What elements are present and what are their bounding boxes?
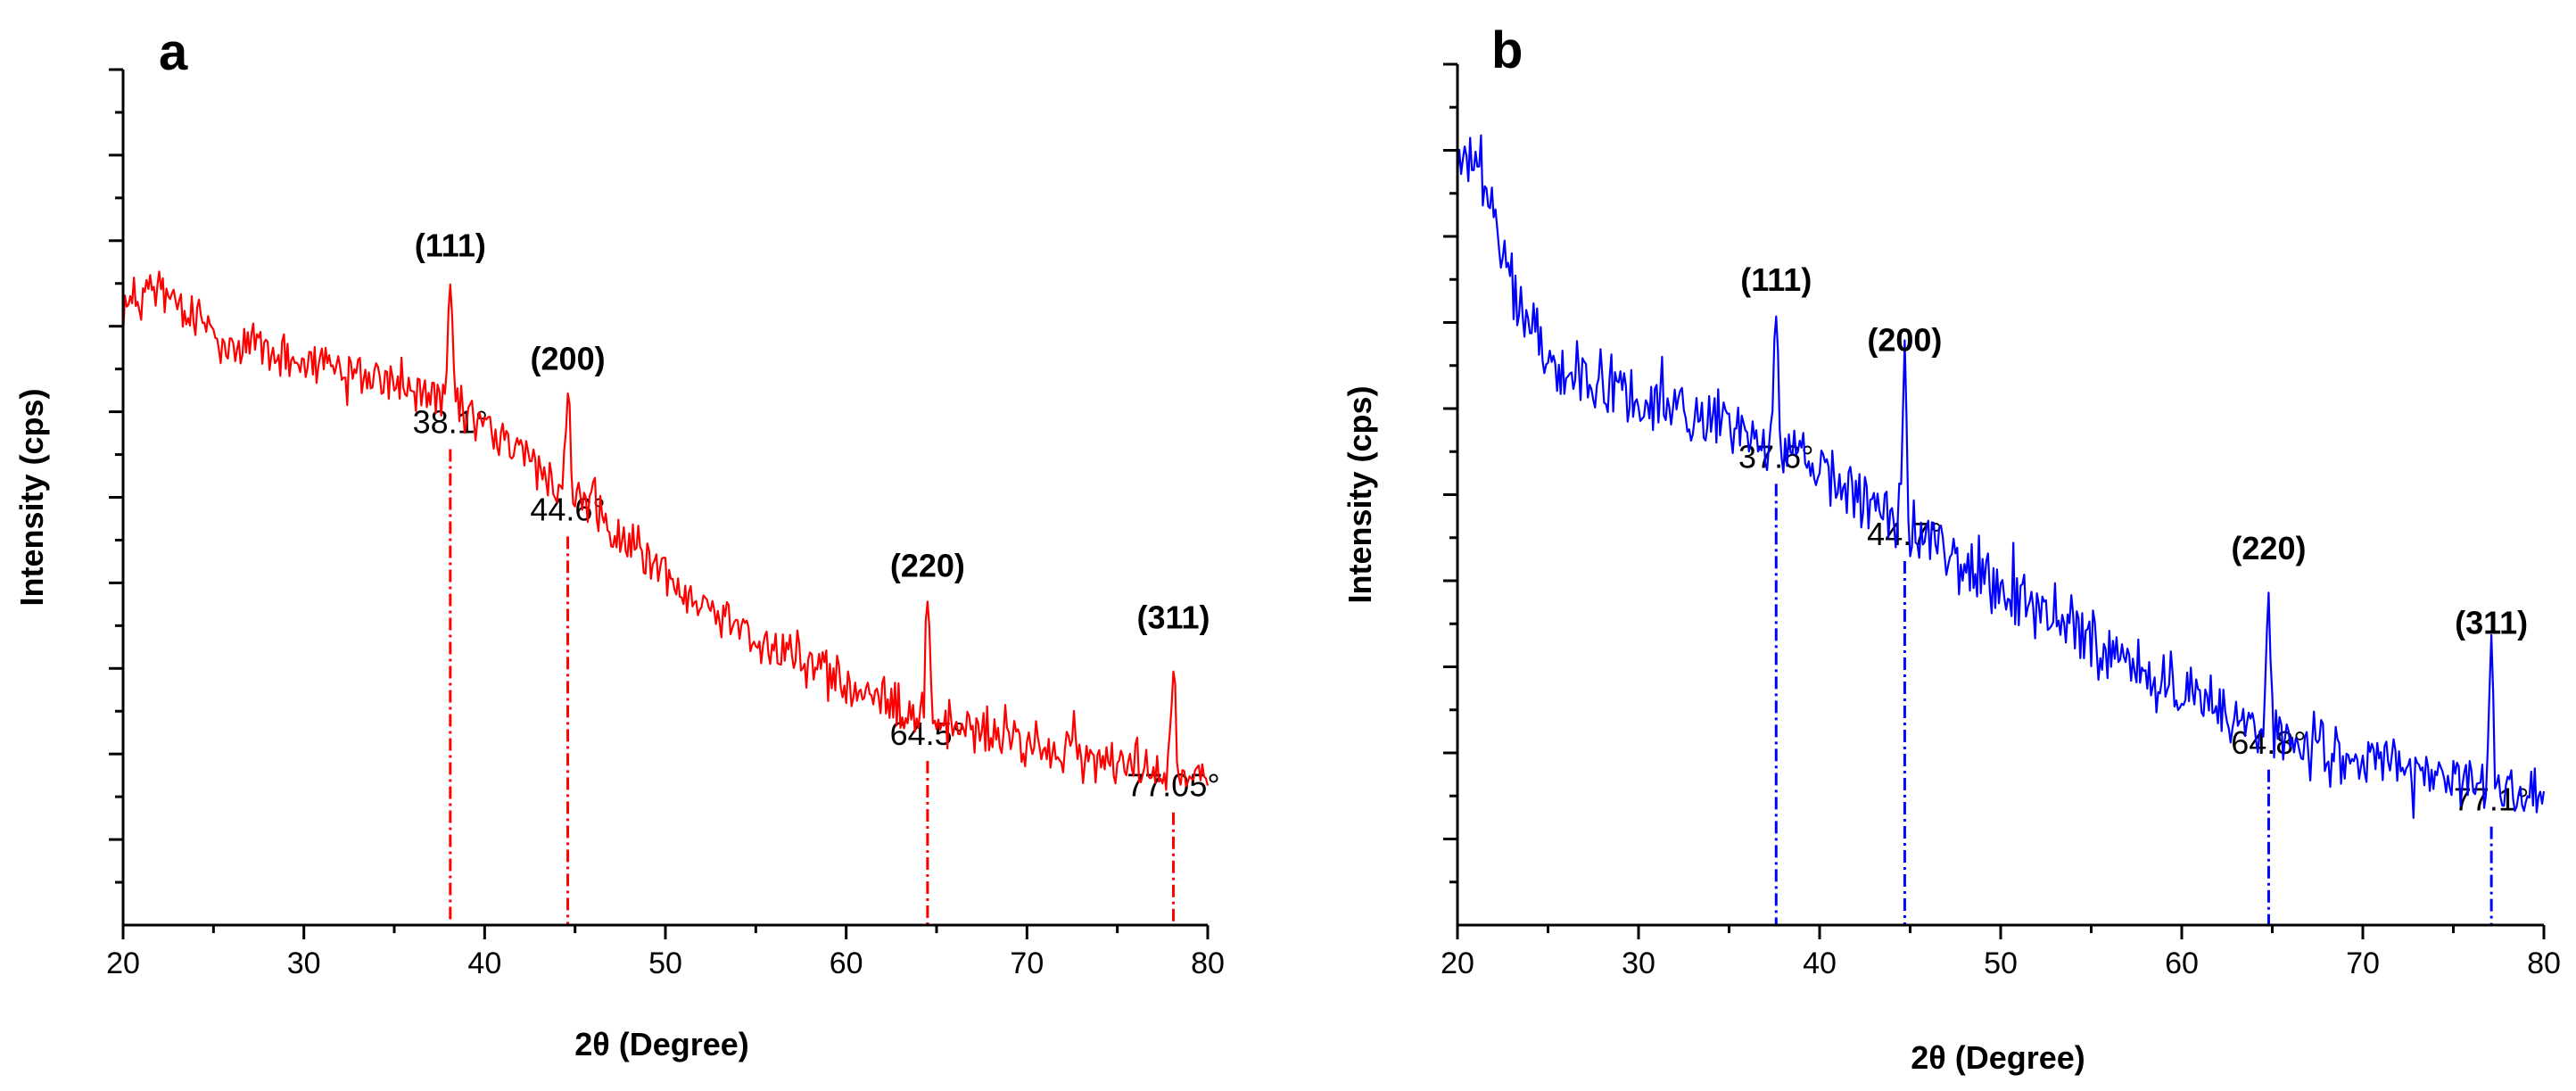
axes-frame-a [121,70,1208,927]
x-tick-label: 80 [2527,946,2561,980]
y-tick-group-b [1443,62,1457,884]
axes-frame-b [1456,64,2544,927]
x-tick-label: 40 [467,946,501,980]
peak-index-label: (220) [2231,530,2306,566]
x-axis-title-a: 2θ (Degree) [574,1026,749,1062]
chart-panel-a: a 20 30 40 50 60 70 80 38.1°44.6°64.5°77.05° (… [13,23,1225,1062]
xrd-series-line-b [1456,134,2546,819]
peak-index-label: (111) [1740,261,1812,298]
panel-label-a: a [159,23,188,81]
x-tick-label: 20 [106,946,140,980]
panel-label-b: b [1491,21,1523,79]
peak-index-label: (200) [1867,321,1942,358]
y-tick-group-a [109,68,123,884]
peak-angle-label: 77.1° [2454,781,2529,818]
peak-index-label: (200) [531,340,606,376]
x-tick-label: 70 [1010,946,1044,980]
chart-panel-b: b 20 30 40 50 60 70 80 37.6°44.7°64.8°77.1° (1… [1342,21,2561,1076]
x-tick-label: 30 [287,946,321,980]
peak-angle-label: 44.6° [530,491,605,527]
y-axis-title-b: Intensity (cps) [1342,385,1378,603]
x-tick-label: 60 [830,946,863,980]
x-tick-label: 30 [1622,946,1655,980]
x-tick-label: 80 [1191,946,1225,980]
xrd-series-line-a [121,270,1210,791]
peak-index-label: (311) [1136,599,1210,635]
x-tick-label: 60 [2165,946,2199,980]
x-tick-label: 50 [1984,946,2018,980]
x-tick-label: 50 [648,946,682,980]
peak-marker-group-a: 38.1°44.6°64.5°77.05° [413,403,1220,925]
peak-label-group-b: (111) (200) (220) (311) [1740,261,2528,641]
peak-index-label: (220) [890,548,965,584]
peak-index-label: (311) [2455,604,2528,641]
y-axis-title-a: Intensity (cps) [13,388,50,606]
x-axis-title-b: 2θ (Degree) [1911,1039,2085,1076]
x-tick-label: 40 [1803,946,1837,980]
peak-marker-group-b: 37.6°44.7°64.8°77.1° [1738,438,2529,925]
x-tick-group-b: 20 30 40 50 60 70 80 [1441,925,2561,980]
peak-index-label: (111) [415,227,486,264]
x-tick-label: 70 [2346,946,2380,980]
x-tick-label: 20 [1441,946,1474,980]
peak-label-group-a: (111) (200) (220) (311) [415,227,1210,636]
x-tick-group-a: 20 30 40 50 60 70 80 [106,925,1225,980]
peak-angle-label: 77.05° [1127,767,1219,804]
